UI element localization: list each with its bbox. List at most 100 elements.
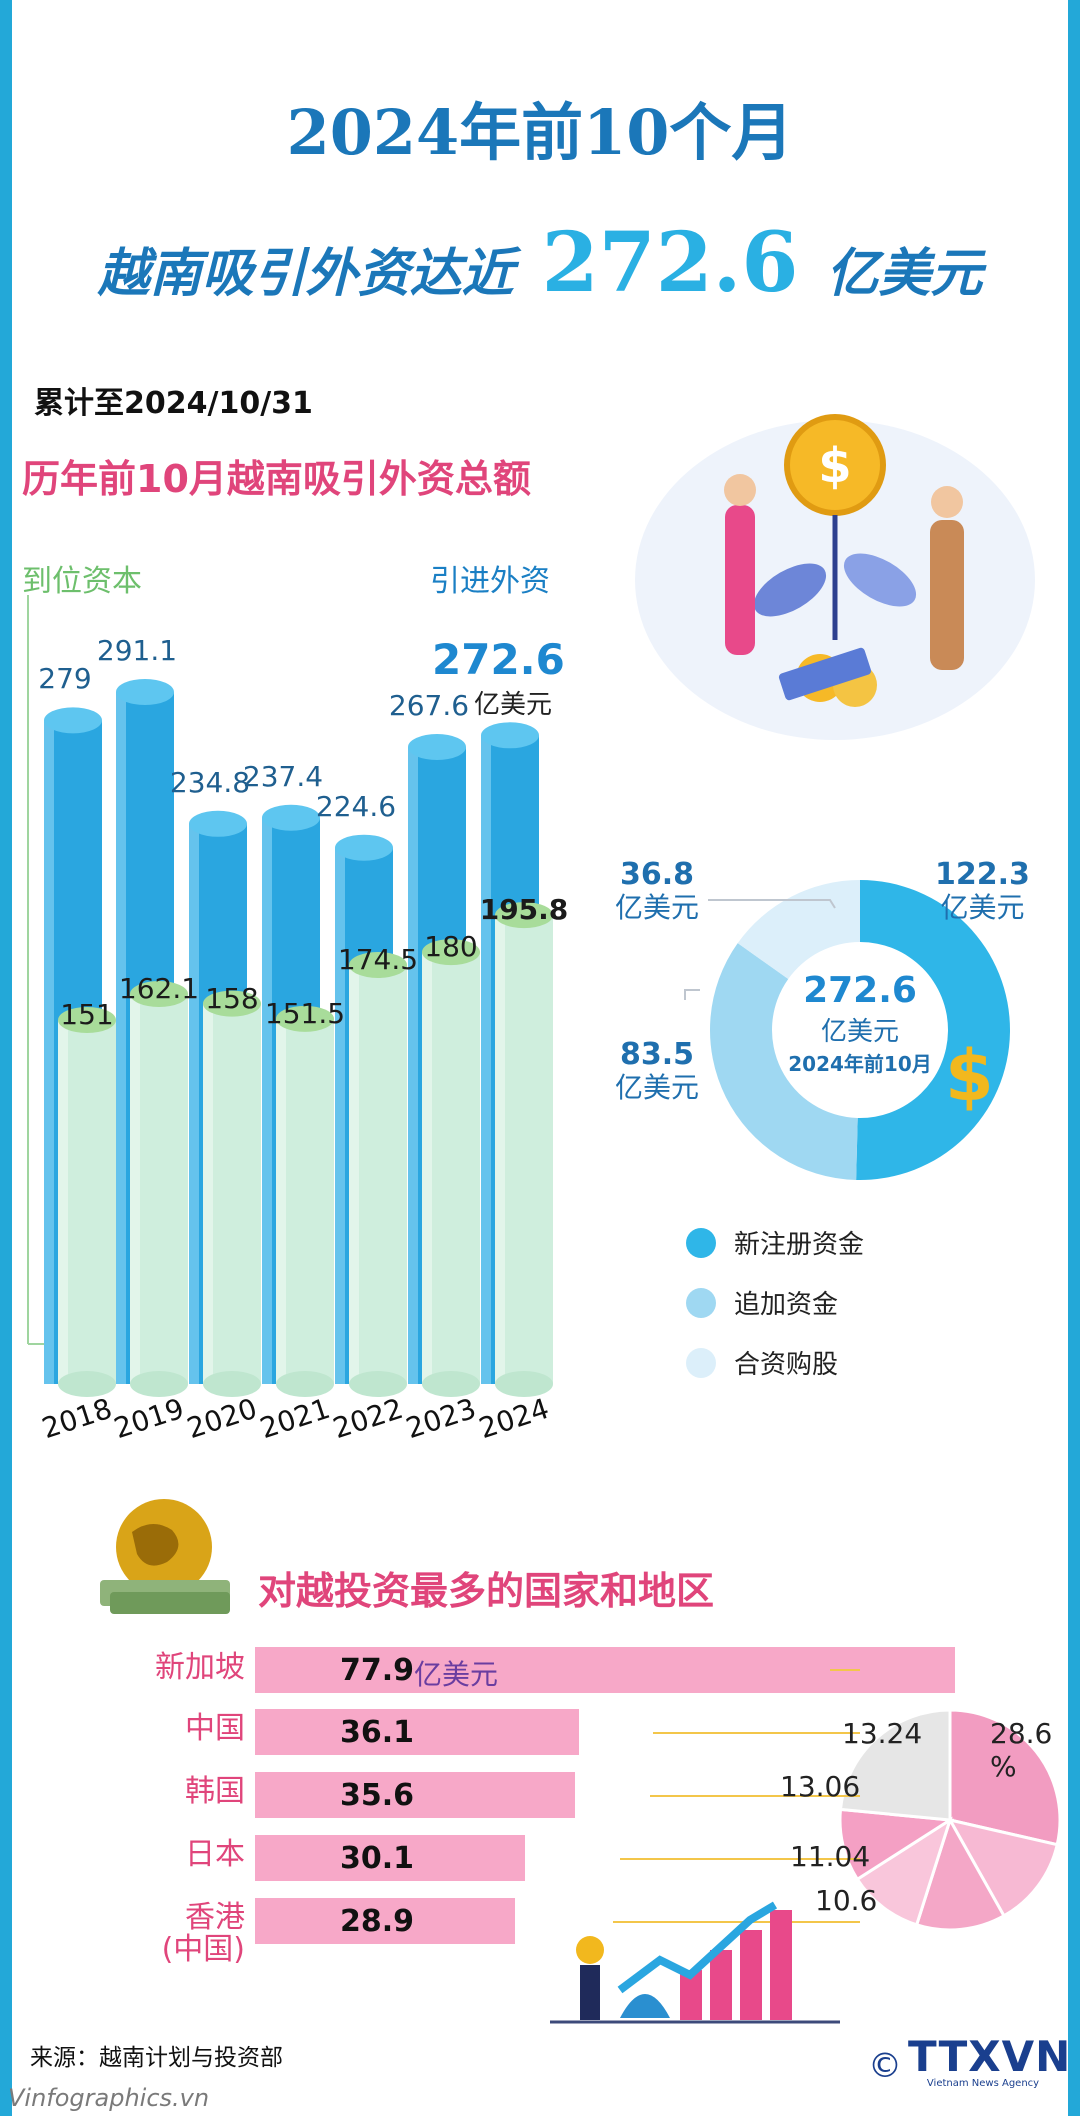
donut-slice-2 (737, 880, 860, 980)
bar-disbursed-2021 (276, 1018, 334, 1384)
country-bar-value-1: 36.1 (340, 1715, 415, 1750)
subtitle-prefix: 越南吸引外资达近 (97, 243, 514, 304)
legend-dot-new (686, 1227, 716, 1258)
country-bar-value-2: 35.6 (340, 1778, 415, 1813)
subtitle-number: 272.6 (541, 215, 799, 311)
bar-highlight (130, 994, 140, 1384)
growth-illustration (550, 1901, 840, 2024)
money-stack-icon (110, 1592, 230, 1614)
share-slice-2 (914, 1816, 1007, 1932)
bar-disbursed-top-2021 (276, 1005, 334, 1032)
bar-base-2021 (276, 1371, 334, 1397)
country-bar-1 (255, 1709, 580, 1755)
share-label-china: 13.24 (842, 1717, 923, 1750)
bar-value-registered-2020: 234.8 (169, 765, 251, 799)
country-label-singapore: 新加坡 (155, 1650, 245, 1685)
bar-highlight (116, 692, 126, 1384)
donut-center-caption: 2024年前10月 (788, 1052, 932, 1076)
leader-line-jv (708, 899, 836, 909)
country-bar-unit: 亿美元 (414, 1658, 499, 1691)
section1-title: 历年前10月越南吸引外资总额 (22, 457, 531, 501)
share-slice-1 (947, 1817, 1059, 1918)
country-bar-value-0: 77.9 (340, 1653, 415, 1688)
donut-label-new-value: 122.3 (935, 857, 1030, 892)
share-label-japan: 11.04 (790, 1840, 871, 1873)
donut-label-jv-value: 36.8 (619, 857, 695, 892)
legend-jv-label: 合资购股 (734, 1350, 839, 1380)
bar-disbursed-top-2020 (203, 990, 261, 1017)
bar-base-2024 (495, 1371, 553, 1397)
donut-label-new: 122.3 亿美元 (935, 858, 1030, 923)
bar-value-disbursed-2024: 195.8 (479, 893, 569, 927)
growth-bar (740, 1930, 762, 2020)
highlight-total: 272.6 (432, 635, 565, 684)
growth-bar (680, 1970, 702, 2020)
globe-money-icon (100, 1499, 230, 1614)
continent-shape (132, 1523, 179, 1566)
legend-jv-capital: 合资购股 (686, 1344, 838, 1381)
bar-highlight (335, 847, 345, 1384)
man-head (931, 486, 963, 518)
bar-highlight (44, 720, 54, 1384)
bar-base-2019 (130, 1371, 188, 1397)
share-slice-other (838, 1708, 952, 1822)
bar-highlight (349, 964, 359, 1384)
donut-center-unit: 亿美元 (820, 1017, 899, 1047)
woman-figure (725, 505, 755, 655)
investment-illustration: $ (635, 414, 1035, 740)
country-bar-4 (255, 1898, 515, 1944)
bar-disbursed-top-2019 (130, 981, 188, 1008)
growth-bar (710, 1950, 732, 2020)
ttxvn-logo: TTXVN Vietnam News Agency (908, 2032, 1072, 2100)
country-share-pie (613, 1669, 1060, 1932)
donut-slice-1 (710, 943, 858, 1180)
legend-new-capital: 新注册资金 (686, 1224, 864, 1261)
bar-registered-top-2018 (44, 707, 102, 734)
leaf-icon (843, 553, 917, 607)
country-bar-3 (255, 1835, 526, 1881)
coin-icon (576, 1936, 604, 1964)
donut-chart (710, 880, 1011, 1180)
fdi-bar-chart (27, 595, 553, 1397)
legend-additional-capital: 追加资金 (686, 1284, 838, 1321)
footer-url: Vinfographics.vn (8, 2084, 210, 2112)
bar-value-disbursed-2020: 158 (205, 981, 259, 1015)
donut-label-add-value: 83.5 (619, 1037, 695, 1072)
bar-highlight (189, 823, 199, 1384)
bar-highlight (481, 735, 491, 1384)
banknote-icon (778, 647, 872, 701)
cumulative-date: 累计至2024/10/31 (34, 386, 313, 421)
legend-dot-add (686, 1287, 716, 1318)
country-label-hongkong-suffix: (中国) (161, 1931, 245, 1967)
money-bag-icon (620, 1994, 670, 2018)
woman-head (724, 474, 756, 506)
bar-registered-top-2021 (262, 804, 320, 831)
country-bar-2 (255, 1772, 575, 1818)
legend-new-label: 新注册资金 (734, 1230, 865, 1260)
bar-base-2023 (422, 1371, 480, 1397)
donut-center-value: 272.6 (803, 970, 917, 1011)
bar-registered-top-2023 (408, 734, 466, 761)
leader-line-add (684, 989, 700, 1000)
bar-value-registered-2021: 237.4 (242, 759, 324, 793)
growth-bar (770, 1910, 792, 2020)
leaf-icon (753, 563, 827, 617)
bar-highlight (203, 1003, 213, 1384)
legend-disbursed: 到位资本 (22, 564, 142, 599)
bar-base-2020 (203, 1371, 261, 1397)
source-note: 来源：越南计划与投资部 (30, 2045, 283, 2071)
bar-disbursed-top-2022 (349, 951, 407, 978)
bar-value-disbursed-2021: 151.5 (264, 996, 346, 1030)
share-label-hongkong: 10.6 (815, 1884, 878, 1917)
bar-disbursed-2019 (130, 994, 188, 1384)
bar-value-registered-2018: 279 (38, 662, 92, 696)
logo-text: TTXVN (908, 2032, 1072, 2081)
coin-icon (784, 414, 886, 516)
donut-slice-0 (856, 880, 1011, 1180)
share-label-korea: 13.06 (780, 1770, 861, 1803)
bar-registered-top-2024 (481, 722, 539, 749)
bar-value-registered-2022: 224.6 (315, 789, 397, 823)
donut-leader-lines (684, 899, 836, 1000)
bar-value-disbursed-2023: 180 (424, 930, 478, 964)
bar-highlight (58, 1020, 68, 1384)
